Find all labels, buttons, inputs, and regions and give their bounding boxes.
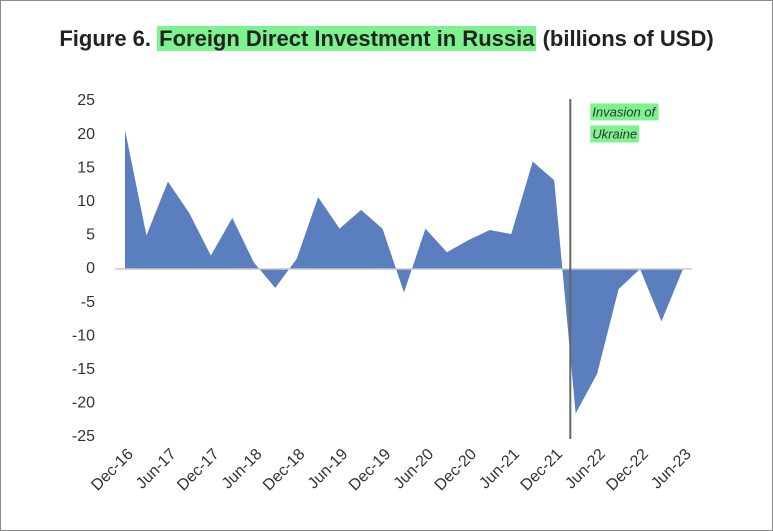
x-tick-label: Dec-22 — [603, 446, 652, 495]
annotation-highlight — [590, 125, 640, 143]
annotation-text: Invasion of — [592, 104, 656, 119]
x-tick-label: Dec-21 — [518, 446, 567, 495]
x-tick-label: Jun-19 — [305, 446, 352, 493]
y-tick-label: -25 — [72, 428, 95, 445]
annotation-highlight — [590, 103, 659, 121]
x-tick-label: Dec-19 — [346, 446, 395, 495]
title-prefix: Figure 6. — [59, 26, 152, 51]
x-tick-label: Dec-18 — [260, 446, 309, 495]
y-tick-label: 20 — [77, 126, 95, 143]
chart-title: Figure 6. Foreign Direct Investment in R… — [0, 26, 773, 52]
annotation-line: Ukraine — [590, 125, 640, 143]
y-tick-label: 5 — [86, 227, 95, 244]
title-suffix: (billions of USD) — [542, 26, 714, 51]
y-tick-label: 15 — [77, 159, 95, 176]
x-tick-label: Jun-18 — [219, 446, 266, 493]
x-tick-label: Dec-16 — [88, 446, 137, 495]
area — [125, 129, 683, 414]
y-tick-label: -20 — [72, 395, 95, 412]
y-tick-label: 0 — [86, 260, 95, 277]
x-tick-label: Dec-17 — [174, 446, 223, 495]
x-tick-label: Jun-21 — [476, 446, 523, 493]
annotation-line: Invasion of — [590, 103, 659, 121]
y-tick-label: -10 — [72, 327, 95, 344]
y-tick-label: 25 — [77, 92, 95, 109]
y-tick-label: -5 — [81, 294, 95, 311]
x-tick-label: Jun-20 — [391, 446, 438, 493]
title-highlight: Foreign Direct Investment in Russia — [157, 26, 537, 51]
annotation-text: Ukraine — [592, 126, 637, 141]
x-tick-label: Jun-17 — [133, 446, 180, 493]
x-tick-label: Jun-23 — [648, 446, 695, 493]
x-tick-label: Jun-22 — [562, 446, 609, 493]
y-tick-label: -15 — [72, 361, 95, 378]
x-tick-label: Dec-20 — [432, 446, 481, 495]
y-tick-label: 10 — [77, 193, 95, 210]
